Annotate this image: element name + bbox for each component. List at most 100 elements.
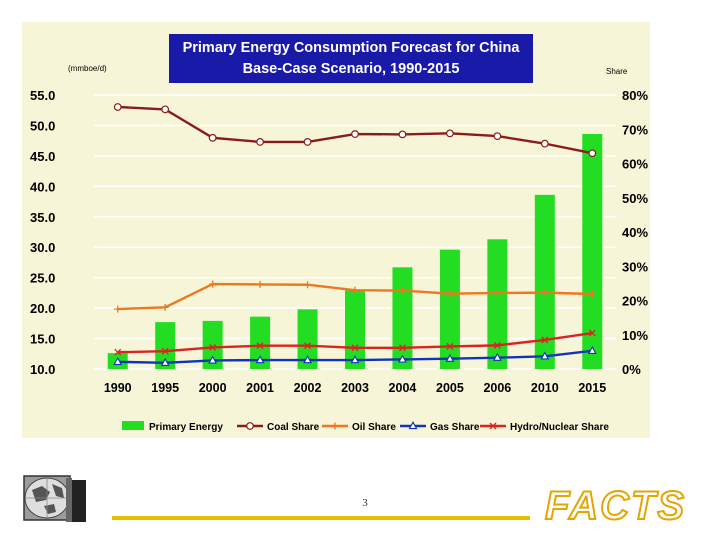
bar-primary-energy <box>250 316 271 369</box>
bar-primary-energy <box>202 320 223 369</box>
hydro-point <box>588 329 596 337</box>
right-tick-label: 40% <box>622 225 648 240</box>
oil-point <box>331 422 339 430</box>
gas-point <box>492 352 502 361</box>
x-tick-label: 1990 <box>104 381 132 395</box>
oil-point <box>209 280 217 288</box>
left-tick-label: 20.0 <box>30 301 55 316</box>
gas-point <box>208 355 218 364</box>
coal-point <box>208 133 217 142</box>
left-tick-label: 25.0 <box>30 271 55 286</box>
left-tick-label: 50.0 <box>30 118 55 133</box>
chart-title: Primary Energy Consumption Forecast for … <box>183 40 521 56</box>
left-tick-label: 30.0 <box>30 240 55 255</box>
oil-point <box>304 281 312 289</box>
right-axis-label: Share <box>606 67 628 76</box>
hydro-point <box>351 344 359 352</box>
gas-point <box>445 353 455 362</box>
bar-primary-energy <box>439 249 460 369</box>
hydro-point <box>446 342 454 350</box>
gas-point <box>350 355 360 364</box>
oil-point <box>351 286 359 294</box>
x-tick-label: 2006 <box>483 381 511 395</box>
hydro-point <box>541 336 549 344</box>
gas-point <box>398 354 407 363</box>
right-tick-label: 80% <box>622 88 648 103</box>
gas-point <box>408 421 418 430</box>
right-tick-label: 30% <box>622 259 648 274</box>
left-axis-label: (mmboe/d) <box>68 64 107 73</box>
oil-point <box>256 280 264 288</box>
oil-point <box>588 290 596 298</box>
coal-point <box>113 103 122 111</box>
globe-logo-icon <box>23 475 86 522</box>
footer-rule <box>112 516 530 520</box>
bar-primary-energy <box>297 309 318 369</box>
legend-label: Oil Share <box>352 422 396 433</box>
coal-point <box>351 130 359 138</box>
chart: Primary Energy Consumption Forecast for … <box>30 34 648 433</box>
bar-primary-energy <box>392 267 413 369</box>
coal-shareline <box>117 105 593 155</box>
x-tick-label: 2000 <box>199 381 227 395</box>
left-tick-label: 55.0 <box>30 88 55 103</box>
left-tick-label: 15.0 <box>30 332 55 347</box>
bar-primary-energy <box>582 133 603 369</box>
page-number: 3 <box>362 497 368 509</box>
x-tick-label: 2005 <box>436 381 464 395</box>
x-tick-label: 2015 <box>578 381 606 395</box>
hydro-point <box>493 341 501 349</box>
title-box <box>169 34 533 83</box>
x-tick-label: 2002 <box>294 381 322 395</box>
left-tick-label: 40.0 <box>30 179 55 194</box>
gas-point <box>303 355 312 364</box>
gas-point <box>113 356 123 365</box>
oil-point <box>493 289 501 297</box>
chart-subtitle: Base-Case Scenario, 1990-2015 <box>243 61 460 77</box>
right-tick-label: 70% <box>622 122 648 137</box>
legend-swatch-primary <box>122 421 144 430</box>
bar-primary-energy <box>534 194 555 369</box>
right-tick-label: 10% <box>622 328 648 343</box>
left-tick-label: 10.0 <box>30 362 55 377</box>
right-tick-label: 60% <box>622 157 648 172</box>
coal-point <box>303 138 312 146</box>
coal-point <box>161 105 170 114</box>
left-tick-label: 35.0 <box>30 210 55 225</box>
oil-point <box>161 303 169 311</box>
right-tick-label: 50% <box>622 191 648 206</box>
x-tick-label: 2004 <box>389 381 417 395</box>
x-tick-label: 2001 <box>246 381 274 395</box>
oil-point <box>398 287 406 295</box>
gas-point <box>160 357 170 366</box>
legend-label: Gas Share <box>430 422 480 433</box>
gas-point <box>540 351 550 360</box>
left-tick-label: 45.0 <box>30 149 55 164</box>
hydro-point <box>304 342 312 350</box>
oil-point <box>446 290 454 298</box>
coal-point <box>493 132 502 140</box>
hydro-point <box>489 422 497 430</box>
hydro-point <box>398 344 406 352</box>
legend-label: Primary Energy <box>149 422 223 433</box>
coal-point <box>588 149 597 158</box>
hydro-point <box>161 347 169 355</box>
x-tick-label: 2010 <box>531 381 559 395</box>
coal-point <box>540 139 549 148</box>
right-tick-label: 0% <box>622 362 641 377</box>
x-tick-label: 2003 <box>341 381 369 395</box>
coal-point <box>246 422 254 430</box>
coal-point <box>256 138 264 146</box>
hydro-point <box>114 348 122 356</box>
right-tick-label: 20% <box>622 294 648 309</box>
legend-label: Coal Share <box>267 422 320 433</box>
facts-logo: FACTS <box>544 483 687 529</box>
oil-point <box>114 305 122 313</box>
oil-point <box>541 289 549 297</box>
hydro-point <box>209 343 217 351</box>
bar-primary-energy <box>155 322 176 369</box>
gas-point <box>587 345 597 354</box>
hydro-point <box>256 342 264 350</box>
coal-point <box>398 130 407 139</box>
legend-label: Hydro/Nuclear Share <box>510 422 609 433</box>
